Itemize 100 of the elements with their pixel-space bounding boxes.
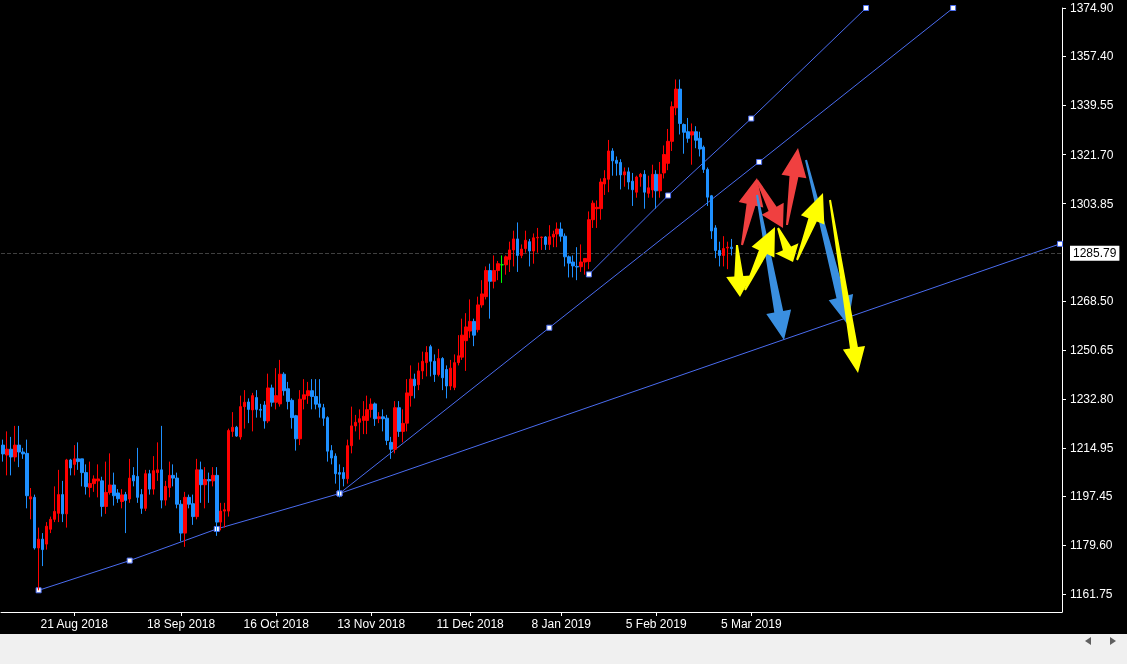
- candlestick: [57, 469, 60, 523]
- candlestick: [437, 348, 440, 377]
- y-tick-label: 1214.95: [1070, 441, 1114, 456]
- point: [756, 158, 763, 165]
- x-tick-label: 18 Sep 2018: [147, 617, 216, 631]
- candlestick: [13, 425, 17, 463]
- candlestick: [310, 378, 314, 410]
- candlestick: [45, 521, 48, 551]
- y-tick-label: 1357.40: [1070, 49, 1114, 64]
- candlestick: [377, 411, 381, 424]
- y-tick-label: 1339.55: [1070, 98, 1114, 113]
- candlestick: [306, 381, 310, 405]
- candlestick: [555, 221, 559, 248]
- candlestick: [635, 175, 638, 199]
- point: [863, 5, 870, 11]
- candlestick: [199, 461, 203, 504]
- point: [546, 324, 553, 331]
- candlestick: [144, 469, 147, 512]
- y-tick-label: 1250.65: [1070, 342, 1114, 357]
- candlestick: [148, 469, 151, 496]
- candlestick: [160, 425, 163, 509]
- candlestick: [623, 166, 626, 188]
- candlestick: [251, 392, 254, 432]
- y-tick-label: 1232.80: [1070, 391, 1114, 406]
- candlestick: [544, 235, 547, 251]
- candlestick: [278, 359, 282, 408]
- point: [35, 587, 42, 594]
- candlestick: [532, 232, 535, 265]
- candlestick: [500, 254, 504, 284]
- y-tick-label: 1268.50: [1070, 293, 1114, 308]
- candlestick: [9, 436, 13, 476]
- y-tick-label: 1303.85: [1070, 196, 1114, 211]
- candlestick: [643, 169, 646, 210]
- candlestick: [69, 458, 72, 476]
- x-tick-label: 5 Mar 2019: [720, 617, 782, 631]
- candlestick: [255, 389, 258, 419]
- candlestick: [203, 466, 207, 509]
- candlestick: [17, 425, 21, 468]
- candlestick: [524, 230, 527, 254]
- candlestick: [611, 147, 614, 177]
- candlestick: [373, 402, 377, 427]
- candlestick: [722, 235, 725, 267]
- candlestick: [88, 461, 92, 498]
- point: [126, 557, 133, 564]
- point: [585, 271, 592, 278]
- candlestick: [619, 158, 622, 190]
- candlestick: [730, 238, 733, 256]
- candlestick: [425, 345, 428, 377]
- candlestick: [120, 488, 124, 509]
- y-tick-label: 1197.45: [1070, 489, 1113, 504]
- candlestick: [128, 458, 131, 504]
- candlestick: [266, 373, 270, 424]
- candlestick: [100, 476, 104, 518]
- candlestick: [247, 397, 250, 424]
- candlestick: [413, 373, 416, 399]
- x-tick-label: 11 Dec 2018: [436, 617, 505, 631]
- point: [950, 5, 957, 11]
- candlestick: [548, 224, 551, 251]
- candlestick: [61, 480, 64, 523]
- candlestick: [29, 487, 32, 520]
- point: [1057, 240, 1064, 247]
- candlestick: [579, 243, 583, 273]
- candlestick: [195, 458, 199, 520]
- y-tick-label: 1374.90: [1070, 1, 1114, 16]
- candlestick: [654, 169, 658, 210]
- candlestick: [124, 491, 127, 534]
- candlestick: [397, 400, 401, 438]
- candlestick: [575, 246, 579, 281]
- x-tick-label: 13 Nov 2018: [337, 617, 406, 631]
- candlestick: [528, 238, 531, 267]
- candlestick: [235, 425, 238, 438]
- candlestick: [488, 263, 492, 320]
- candlestick: [112, 472, 116, 507]
- candlestick: [41, 532, 44, 567]
- x-tick-label: 16 Oct 2018: [243, 617, 310, 631]
- x-tick-label: 8 Jan 2019: [531, 617, 592, 631]
- y-tick-label: 1179.60: [1070, 538, 1113, 553]
- candlestick: [270, 384, 274, 408]
- candlestick: [1, 439, 5, 463]
- y-tick-label: 1161.75: [1070, 587, 1113, 602]
- point: [665, 192, 672, 199]
- x-tick-label: 5 Feb 2019: [625, 617, 687, 631]
- candlestick: [207, 472, 211, 504]
- candlestick: [96, 463, 100, 498]
- candlestick: [651, 164, 654, 199]
- candlestick: [492, 254, 496, 289]
- candlestick: [5, 430, 9, 476]
- candlestick: [191, 494, 195, 526]
- candlestick: [516, 221, 519, 273]
- candlestick: [607, 139, 610, 193]
- candlestick: [365, 395, 369, 435]
- candlestick: [65, 458, 68, 529]
- candlestick: [393, 400, 397, 454]
- candlestick: [33, 494, 36, 551]
- ref-line-label: 1285.79: [1073, 246, 1117, 261]
- y-tick-label: 1321.70: [1070, 147, 1114, 162]
- candlestick: [690, 122, 694, 166]
- candlestick: [183, 491, 187, 548]
- candlestick: [73, 444, 76, 476]
- candlestick: [263, 400, 266, 430]
